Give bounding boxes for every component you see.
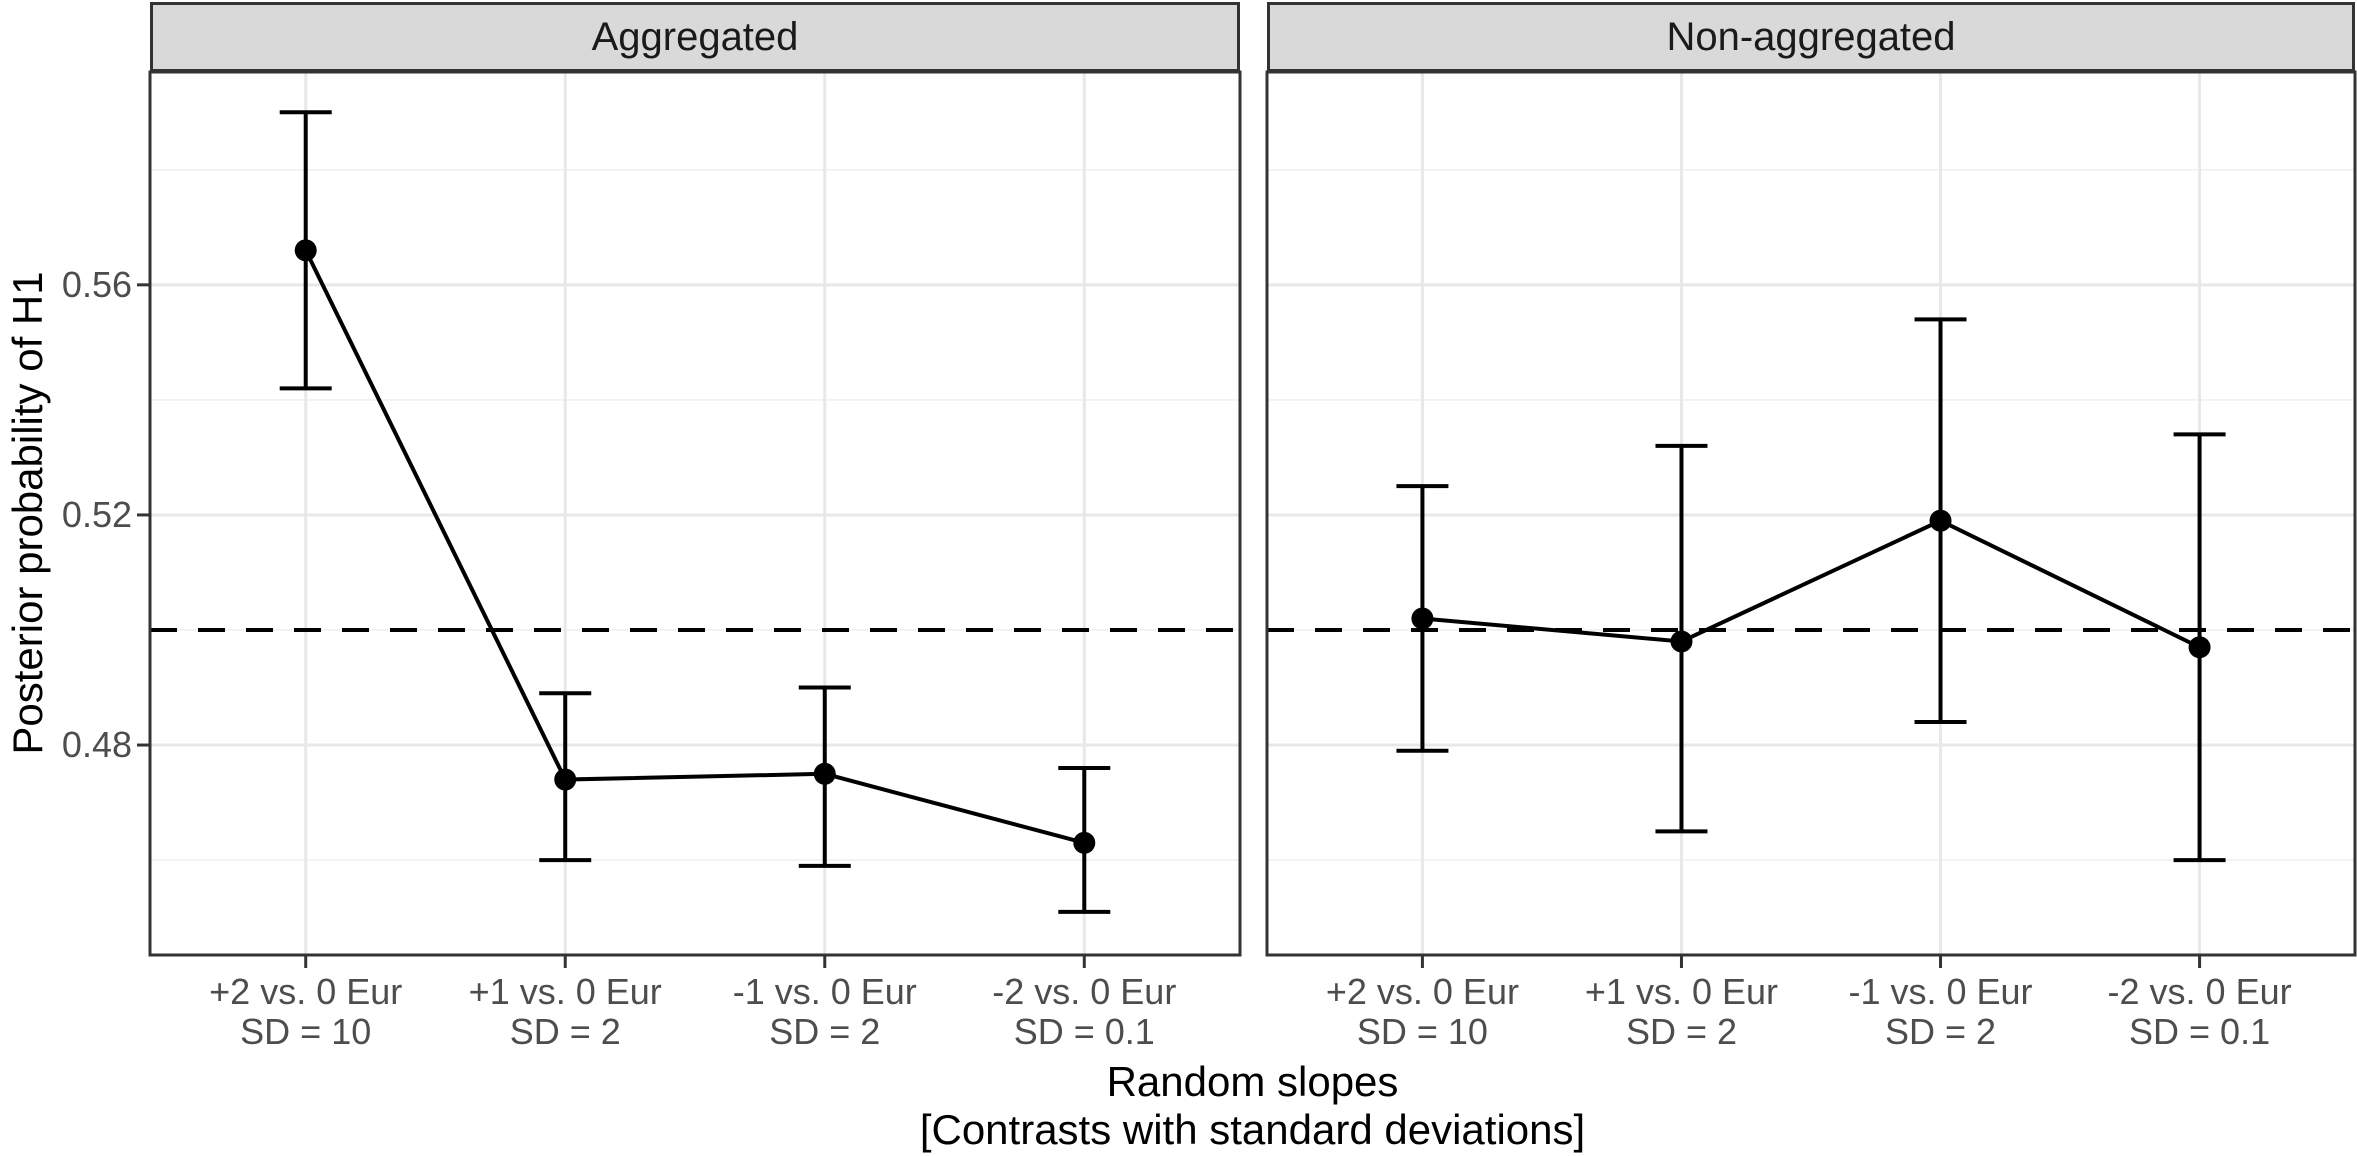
panel-border xyxy=(1265,70,2357,957)
x-tick-label: +1 vs. 0 Eur SD = 2 xyxy=(415,972,715,1052)
x-tick-label-contrast: -1 vs. 0 Eur xyxy=(1848,971,2033,1012)
x-tick-label: +2 vs. 0 Eur SD = 10 xyxy=(1272,972,1572,1052)
x-tick-label: +2 vs. 0 Eur SD = 10 xyxy=(156,972,456,1052)
y-tick-label: 0.56 xyxy=(61,263,132,305)
data-point xyxy=(1670,630,1693,653)
x-tick-label-sd: SD = 2 xyxy=(1625,1011,1737,1052)
x-tick-label-contrast: -2 vs. 0 Eur xyxy=(992,971,1177,1012)
data-point xyxy=(2188,636,2211,659)
data-point xyxy=(1411,607,1434,630)
facet-strip-non-aggregated: Non-aggregated xyxy=(1267,2,2355,72)
x-tick-label-contrast: +1 vs. 0 Eur xyxy=(1584,971,1779,1012)
series-line xyxy=(1422,518,2201,650)
x-tick-label-contrast: -2 vs. 0 Eur xyxy=(2107,971,2292,1012)
data-point xyxy=(813,762,836,785)
y-tick-label: 0.52 xyxy=(61,493,132,535)
data-point xyxy=(1929,509,1952,532)
facet-strip-aggregated: Aggregated xyxy=(150,2,1240,72)
series-line xyxy=(303,249,1085,845)
x-tick-label-sd: SD = 2 xyxy=(509,1011,621,1052)
x-tick-label-contrast: -1 vs. 0 Eur xyxy=(732,971,917,1012)
facet-strip-label-aggregated: Aggregated xyxy=(591,15,799,59)
x-axis-title-line2: [Contrasts with standard deviations] xyxy=(919,1106,1586,1153)
y-tick-label: 0.48 xyxy=(61,724,132,766)
data-point xyxy=(554,768,577,791)
x-tick-label: +1 vs. 0 Eur SD = 2 xyxy=(1531,972,1831,1052)
facet-strip-label-non-aggregated: Non-aggregated xyxy=(1666,15,1956,59)
x-tick-label-sd: SD = 0.1 xyxy=(2129,1011,2271,1052)
x-tick-label: -1 vs. 0 Eur SD = 2 xyxy=(1791,972,2091,1052)
x-tick-label-contrast: +2 vs. 0 Eur xyxy=(1325,971,1519,1012)
x-tick-label-sd: SD = 10 xyxy=(1356,1011,1488,1052)
x-tick-label-sd: SD = 0.1 xyxy=(1013,1011,1155,1052)
data-point xyxy=(294,239,317,262)
x-tick-label-contrast: +1 vs. 0 Eur xyxy=(468,971,662,1012)
data-point xyxy=(1073,831,1096,854)
x-tick-label: -1 vs. 0 Eur SD = 2 xyxy=(675,972,975,1052)
x-tick-label: -2 vs. 0 Eur SD = 0.1 xyxy=(2050,972,2350,1052)
x-axis-title-line1: Random slopes xyxy=(1106,1058,1399,1105)
x-tick-label-contrast: +2 vs. 0 Eur xyxy=(209,971,403,1012)
x-tick-label-sd: SD = 10 xyxy=(240,1011,372,1052)
x-tick-label-sd: SD = 2 xyxy=(769,1011,881,1052)
x-tick-label: -2 vs. 0 Eur SD = 0.1 xyxy=(934,972,1234,1052)
x-tick-label-sd: SD = 2 xyxy=(1884,1011,1997,1052)
